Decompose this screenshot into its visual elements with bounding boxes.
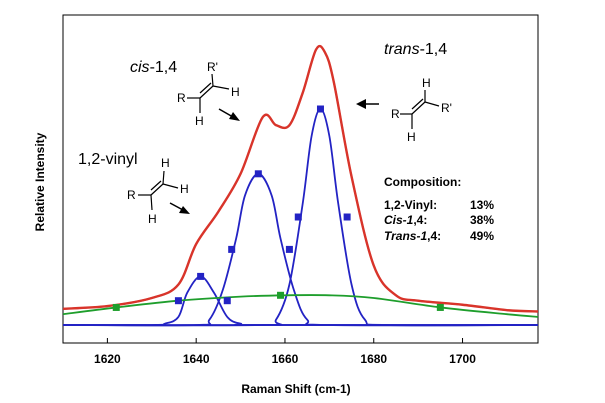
vinyl-h-bottom: H bbox=[148, 212, 157, 226]
cis-molecule: R R' H H bbox=[177, 60, 240, 128]
vinyl-label: 1,2-vinyl bbox=[78, 151, 138, 168]
x-tick-label: 1680 bbox=[360, 352, 387, 366]
trans-h-bottom: H bbox=[407, 130, 416, 144]
series-3-marker-2 bbox=[223, 297, 231, 305]
trans-r-prime: R' bbox=[441, 101, 452, 115]
x-tick-label: 1620 bbox=[94, 352, 121, 366]
composition-title: Composition: bbox=[384, 175, 461, 189]
series-5-marker-2 bbox=[343, 213, 351, 221]
trans-label: trans-1,4 bbox=[384, 41, 447, 58]
vinyl-molecule: R H H H bbox=[127, 156, 189, 226]
cis-h-bottom: H bbox=[195, 114, 204, 128]
composition-row-cis-label: Cis-1,4: bbox=[384, 213, 427, 227]
x-tick-label: 1700 bbox=[449, 352, 476, 366]
x-tick-label: 1660 bbox=[272, 352, 299, 366]
cis-h-right: H bbox=[231, 85, 240, 99]
series-4-marker-2 bbox=[285, 245, 293, 253]
composition-table: Composition: 1,2-Vinyl: 13% Cis-1,4: 38%… bbox=[384, 175, 494, 243]
trans-italic: trans bbox=[384, 41, 420, 58]
trans-h-top: H bbox=[422, 76, 431, 90]
series-5-marker-0 bbox=[294, 213, 302, 221]
cis-italic: cis bbox=[130, 59, 150, 76]
vinyl-r: R bbox=[127, 188, 136, 202]
marker-group bbox=[112, 105, 444, 311]
composition-row-trans-value: 49% bbox=[470, 229, 494, 243]
series-line-2 bbox=[62, 294, 539, 318]
trans-arrow bbox=[356, 99, 379, 109]
composition-row-trans-label: Trans-1,4: bbox=[384, 229, 441, 243]
series-group bbox=[62, 44, 539, 327]
series-3-marker-1 bbox=[197, 272, 205, 280]
composition-row-vinyl-label: 1,2-Vinyl: bbox=[384, 198, 437, 212]
cis-r-prime: R' bbox=[207, 60, 218, 74]
series-4-marker-1 bbox=[254, 170, 262, 178]
series-line-0 bbox=[62, 44, 539, 313]
cis-r: R bbox=[177, 91, 186, 105]
series-5-marker-1 bbox=[316, 105, 324, 113]
trans-r: R bbox=[391, 107, 400, 121]
series-4-marker-0 bbox=[228, 245, 236, 253]
series-2-marker-2 bbox=[436, 303, 444, 311]
composition-row-cis-value: 38% bbox=[470, 213, 494, 227]
trans-molecule: R H R' H bbox=[391, 76, 452, 144]
composition-row-vinyl-value: 13% bbox=[470, 198, 494, 212]
series-line-1 bbox=[62, 45, 539, 313]
trans-rest: -1,4 bbox=[420, 41, 448, 58]
series-3-marker-0 bbox=[174, 297, 182, 305]
cis-label: cis-1,4 bbox=[130, 59, 177, 76]
series-2-marker-0 bbox=[112, 303, 120, 311]
vinyl-arrow bbox=[169, 202, 190, 214]
cis-arrow bbox=[218, 108, 240, 121]
cis-rest: -1,4 bbox=[150, 59, 178, 76]
y-axis-label: Relative Intensity bbox=[33, 132, 47, 231]
x-tick-label: 1640 bbox=[183, 352, 210, 366]
x-axis-ticks: 1620 1640 1660 1680 1700 bbox=[94, 338, 476, 366]
plot-frame bbox=[62, 14, 539, 344]
series-line-3 bbox=[62, 275, 539, 327]
vinyl-h-right: H bbox=[180, 182, 189, 196]
vinyl-h-top: H bbox=[161, 156, 170, 170]
x-axis-label: Raman Shift (cm-1) bbox=[241, 382, 350, 396]
series-2-marker-1 bbox=[277, 291, 285, 299]
